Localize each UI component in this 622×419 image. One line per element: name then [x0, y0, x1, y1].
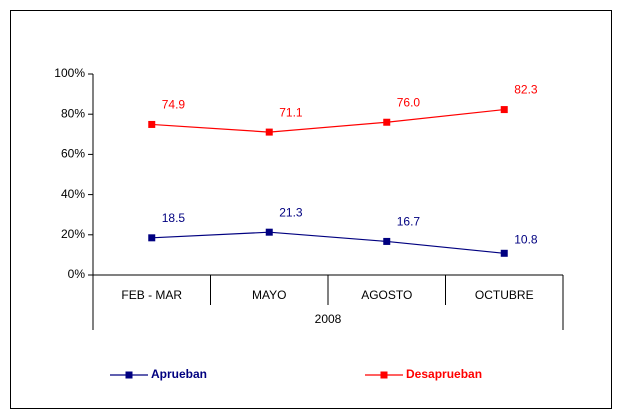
point-marker [148, 120, 156, 128]
data-label: 10.8 [514, 232, 538, 246]
point-marker [148, 234, 156, 242]
point-marker [500, 249, 508, 257]
series-line [151, 231, 505, 254]
y-tick-label: 0% [68, 267, 86, 281]
data-label: 76.0 [397, 95, 421, 109]
x-tick-label: AGOSTO [361, 288, 412, 302]
point-marker [383, 118, 391, 126]
legend-label: Desaprueban [406, 367, 482, 381]
data-label: 74.9 [162, 98, 186, 112]
point-marker [265, 228, 273, 236]
legend-marker [380, 371, 388, 379]
legend-label: Aprueban [151, 367, 207, 381]
x-tick-label: MAYO [252, 288, 286, 302]
y-tick-label: 20% [61, 227, 85, 241]
point-marker [383, 237, 391, 245]
x-tick-label: FEB - MAR [121, 288, 182, 302]
y-tick-label: 60% [61, 147, 85, 161]
y-tick-label: 80% [61, 106, 85, 120]
data-label: 16.7 [397, 215, 421, 229]
legend-marker [125, 371, 133, 379]
group-label: 2008 [315, 312, 342, 326]
point-marker [265, 128, 273, 136]
y-tick-label: 40% [61, 187, 85, 201]
x-tick-label: OCTUBRE [475, 288, 534, 302]
chart-border [10, 10, 612, 409]
series-line [151, 108, 505, 133]
data-label: 18.5 [162, 211, 186, 225]
data-label: 21.3 [279, 205, 303, 219]
point-marker [500, 106, 508, 114]
data-label: 82.3 [514, 83, 538, 97]
data-label: 71.1 [279, 105, 303, 119]
y-tick-label: 100% [54, 66, 85, 80]
